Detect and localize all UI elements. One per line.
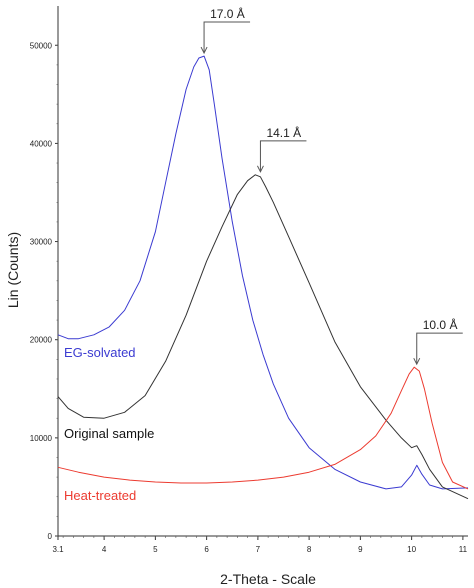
annotation-leader [203, 21, 251, 53]
y-tick-label: 40000 [30, 139, 53, 148]
series-lines [57, 55, 469, 500]
annotation-arrow [413, 357, 421, 366]
series-line-original-sample [57, 174, 469, 500]
annotation-label: 14.1 Å [266, 125, 301, 140]
y-ticks: 0 10000 20000 30000 40000 50000 [30, 41, 58, 541]
series-label-heat-treated: Heat-treated [64, 488, 136, 503]
annotation-leader [416, 332, 463, 364]
annotation-label: 17.0 Å [210, 6, 245, 21]
y-tick-label: 30000 [30, 238, 53, 247]
y-tick-label: 20000 [30, 336, 53, 345]
x-tick-label: 6 [204, 545, 209, 554]
annotation-arrow [200, 46, 208, 55]
x-ticks: 3.1 4 5 6 7 8 9 10 11 [52, 536, 468, 554]
x-tick-label: 9 [358, 545, 363, 554]
series-line-eg-solvated [57, 55, 469, 490]
x-tick-label: 10 [407, 545, 416, 554]
x-axis-label: 2-Theta - Scale [220, 571, 316, 587]
series-label-eg-solvated: EG-solvated [64, 345, 136, 360]
series-line-heat-treated [57, 366, 469, 490]
x-tick-label: 4 [102, 545, 107, 554]
y-tick-label: 50000 [30, 41, 53, 50]
peak-annotations: 17.0 Å 14.1 Å 10.0 Å [200, 6, 463, 366]
annotation-label: 10.0 Å [423, 317, 458, 332]
y-tick-label: 10000 [30, 434, 53, 443]
x-tick-label: 8 [307, 545, 312, 554]
annotation-arrow [256, 165, 264, 173]
y-axis-label: Lin (Counts) [5, 232, 21, 308]
y-tick-label: 0 [48, 532, 53, 541]
x-tick-label: 5 [153, 545, 158, 554]
annotation-leader [259, 140, 307, 171]
x-tick-label: 3.1 [52, 545, 64, 554]
x-tick-label: 7 [256, 545, 261, 554]
series-label-original-sample: Original sample [64, 426, 154, 441]
x-tick-label: 11 [459, 545, 468, 554]
